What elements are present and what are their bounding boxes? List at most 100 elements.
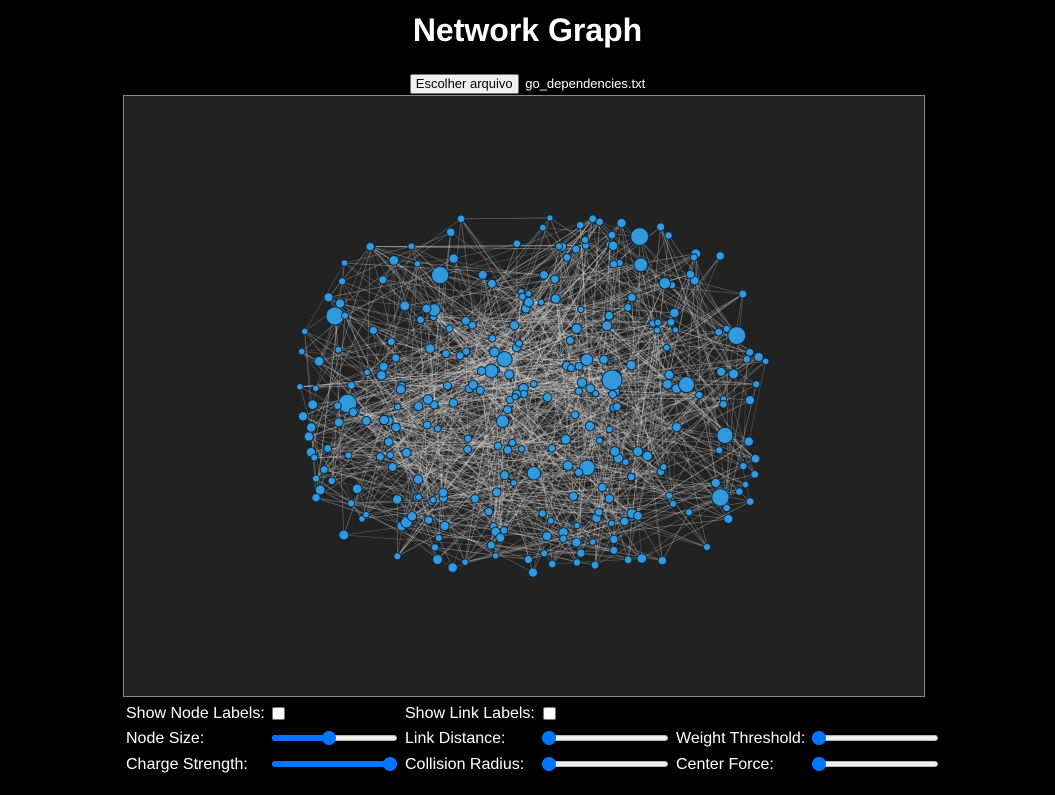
graph-node[interactable] xyxy=(604,310,614,321)
graph-node[interactable] xyxy=(573,521,581,530)
graph-node[interactable] xyxy=(591,389,600,398)
graph-node[interactable] xyxy=(508,438,517,448)
graph-node[interactable] xyxy=(715,251,725,261)
graph-node[interactable] xyxy=(442,381,453,391)
graph-node[interactable] xyxy=(365,241,375,252)
graph-node[interactable] xyxy=(509,320,520,331)
graph-node[interactable] xyxy=(540,549,549,558)
graph-node[interactable] xyxy=(296,382,304,391)
graph-node[interactable] xyxy=(714,327,724,337)
show-link-labels-checkbox[interactable] xyxy=(543,707,556,720)
graph-node[interactable] xyxy=(739,461,748,471)
graph-node[interactable] xyxy=(338,529,350,541)
graph-node[interactable] xyxy=(488,334,497,343)
graph-node[interactable] xyxy=(406,511,418,522)
graph-node[interactable] xyxy=(526,465,542,481)
graph-node[interactable] xyxy=(565,335,575,345)
graph-node[interactable] xyxy=(502,405,513,415)
graph-node[interactable] xyxy=(609,545,619,555)
graph-node[interactable] xyxy=(568,491,579,502)
graph-node[interactable] xyxy=(387,462,398,472)
graph-node[interactable] xyxy=(425,343,436,354)
graph-node[interactable] xyxy=(566,363,576,373)
graph-node[interactable] xyxy=(514,339,524,348)
center-force-slider-thumb[interactable] xyxy=(812,757,826,771)
graph-node[interactable] xyxy=(542,392,553,403)
graph-node[interactable] xyxy=(483,363,499,379)
graph-node[interactable] xyxy=(311,493,321,503)
node-size-slider-thumb[interactable] xyxy=(321,731,336,745)
graph-node[interactable] xyxy=(671,326,680,334)
graph-node[interactable] xyxy=(344,451,353,460)
graph-node[interactable] xyxy=(491,487,502,498)
graph-node[interactable] xyxy=(527,567,539,578)
graph-node[interactable] xyxy=(327,476,336,486)
graph-node[interactable] xyxy=(576,548,586,558)
graph-node[interactable] xyxy=(448,398,459,408)
graph-node[interactable] xyxy=(414,493,423,501)
graph-node[interactable] xyxy=(523,554,534,565)
graph-node[interactable] xyxy=(333,417,344,428)
graph-node[interactable] xyxy=(311,384,320,393)
graph-node[interactable] xyxy=(386,450,395,460)
graph-node[interactable] xyxy=(484,507,494,517)
charge-strength-slider[interactable] xyxy=(272,756,397,772)
graph-node[interactable] xyxy=(608,390,618,400)
graph-node[interactable] xyxy=(470,494,480,504)
graph-node[interactable] xyxy=(323,444,333,453)
graph-node[interactable] xyxy=(664,231,673,240)
graph-node[interactable] xyxy=(605,425,614,434)
graph-node[interactable] xyxy=(723,513,734,524)
collision-radius-slider-thumb[interactable] xyxy=(542,757,556,771)
graph-node[interactable] xyxy=(463,434,473,443)
graph-node[interactable] xyxy=(334,345,343,354)
weight-threshold-slider[interactable] xyxy=(812,730,938,746)
charge-strength-slider-thumb[interactable] xyxy=(383,757,397,771)
graph-node[interactable] xyxy=(362,510,370,519)
graph-node[interactable] xyxy=(559,534,568,543)
graph-node[interactable] xyxy=(599,354,609,365)
graph-node[interactable] xyxy=(391,494,403,505)
graph-node[interactable] xyxy=(607,519,616,528)
graph-node[interactable] xyxy=(716,426,734,444)
graph-node[interactable] xyxy=(657,555,668,566)
graph-node[interactable] xyxy=(727,326,747,345)
graph-node[interactable] xyxy=(546,516,555,525)
graph-node[interactable] xyxy=(722,324,731,333)
graph-node[interactable] xyxy=(716,366,727,377)
graph-node[interactable] xyxy=(422,394,434,405)
graph-node[interactable] xyxy=(538,509,547,518)
graph-node[interactable] xyxy=(633,257,649,273)
graph-node[interactable] xyxy=(742,355,752,364)
graph-node[interactable] xyxy=(401,447,412,458)
graph-node[interactable] xyxy=(594,507,604,517)
graph-node[interactable] xyxy=(597,482,607,493)
graph-node[interactable] xyxy=(585,383,596,394)
graph-node[interactable] xyxy=(297,411,309,422)
graph-node[interactable] xyxy=(550,293,561,304)
graph-node[interactable] xyxy=(560,433,572,445)
graph-node[interactable] xyxy=(537,298,545,306)
show-node-labels-checkbox[interactable] xyxy=(272,707,285,720)
graph-node[interactable] xyxy=(393,552,402,561)
weight-threshold-slider-thumb[interactable] xyxy=(812,731,826,745)
graph-node[interactable] xyxy=(351,483,363,495)
graph-node[interactable] xyxy=(511,393,520,401)
graph-node[interactable] xyxy=(378,275,388,285)
graph-node[interactable] xyxy=(524,289,533,298)
graph-node[interactable] xyxy=(445,227,456,238)
graph-node[interactable] xyxy=(741,480,750,489)
graph-node[interactable] xyxy=(595,217,604,227)
graph-node[interactable] xyxy=(589,538,597,546)
graph-node[interactable] xyxy=(626,472,636,482)
graph-node[interactable] xyxy=(710,477,721,489)
graph-node[interactable] xyxy=(684,508,694,517)
node-size-slider[interactable] xyxy=(272,730,397,746)
graph-node[interactable] xyxy=(346,380,356,390)
graph-node[interactable] xyxy=(656,222,666,232)
graph-node[interactable] xyxy=(383,437,394,447)
graph-node[interactable] xyxy=(412,474,424,485)
graph-node[interactable] xyxy=(584,421,596,432)
graph-node[interactable] xyxy=(665,491,674,500)
graph-node[interactable] xyxy=(477,269,488,280)
